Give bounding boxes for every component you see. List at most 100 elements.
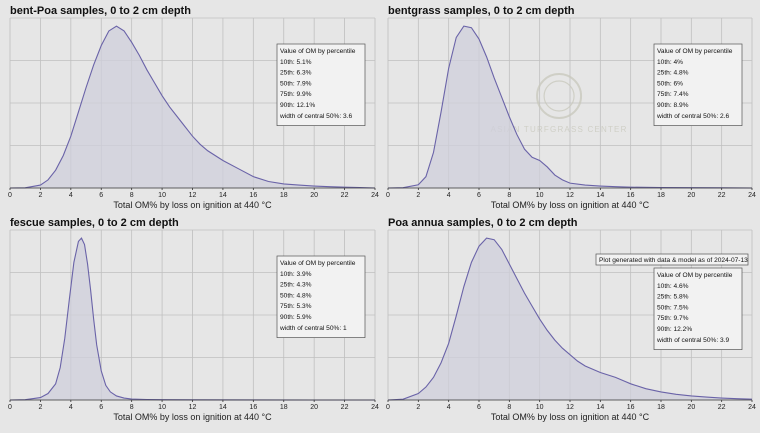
x-axis-label: Total OM% by loss on ignition at 440 °C [113, 412, 272, 422]
x-tick-label: 24 [371, 192, 379, 199]
legend-item: width of central 50%: 1 [279, 325, 347, 332]
x-tick-label: 18 [657, 404, 665, 411]
x-tick-label: 18 [657, 192, 665, 199]
density-line [9, 237, 375, 401]
legend-item: 75th: 9.9% [280, 91, 312, 98]
x-tick-label: 4 [69, 404, 73, 411]
x-tick-label: 22 [718, 192, 726, 199]
density-area [388, 238, 752, 400]
legend-title: Value of OM by percentile [280, 48, 356, 55]
density-area [10, 238, 375, 400]
legend-item: 25th: 6.3% [280, 70, 312, 77]
legend-item: 50th: 7.5% [657, 304, 689, 311]
watermark-text: ASIAN TURFGRASS CENTER [491, 125, 628, 134]
x-tick-label: 14 [596, 192, 604, 199]
x-tick-label: 2 [38, 404, 42, 411]
x-tick-label: 12 [189, 192, 197, 199]
x-tick-label: 12 [189, 404, 197, 411]
x-tick-label: 10 [536, 192, 544, 199]
legend-title: Value of OM by percentile [657, 272, 733, 279]
legend-item: 10th: 5.1% [280, 59, 312, 66]
note-text: Plot generated with data & model as of 2… [599, 257, 748, 264]
legend-item: 75th: 5.3% [280, 303, 312, 310]
x-tick-label: 22 [718, 404, 726, 411]
x-tick-label: 20 [687, 192, 695, 199]
x-tick-label: 8 [130, 404, 134, 411]
x-tick-label: 2 [38, 192, 42, 199]
watermark: ASIAN TURFGRASS CENTER [491, 73, 628, 134]
x-axis-label: Total OM% by loss on ignition at 440 °C [113, 200, 272, 210]
x-tick-label: 18 [280, 404, 288, 411]
x-tick-label: 6 [99, 404, 103, 411]
legend-item: width of central 50%: 3.6 [279, 113, 353, 120]
legend-item: 75th: 9.7% [657, 315, 689, 322]
x-tick-label: 6 [477, 192, 481, 199]
x-tick-label: 10 [158, 192, 166, 199]
legend-item: width of central 50%: 3.9 [656, 337, 730, 344]
x-tick-label: 22 [341, 192, 349, 199]
x-tick-label: 8 [507, 404, 511, 411]
x-tick-label: 18 [280, 192, 288, 199]
legend: Value of OM by percentile 10th: 3.9% 25th:… [276, 255, 366, 338]
legend-item: 25th: 4.3% [280, 282, 312, 289]
legend-item: 10th: 3.9% [280, 271, 312, 278]
x-tick-label: 24 [748, 404, 756, 411]
density-line [387, 237, 753, 401]
x-tick-label: 0 [8, 404, 12, 411]
legend-item: 50th: 6% [657, 80, 683, 87]
chart-title: Poa annua samples, 0 to 2 cm depth [388, 217, 578, 229]
x-tick-label: 4 [447, 192, 451, 199]
legend: Value of OM by percentile 10th: 4.6% 25th:… [653, 267, 743, 350]
x-axis-label: Total OM% by loss on ignition at 440 °C [491, 412, 650, 422]
legend-item: 50th: 7.9% [280, 80, 312, 87]
x-tick-label: 8 [507, 192, 511, 199]
legend-title: Value of OM by percentile [657, 48, 733, 55]
x-tick-label: 14 [219, 404, 227, 411]
legend-item: 90th: 5.9% [280, 314, 312, 321]
legend-box [276, 255, 366, 338]
x-tick-label: 10 [158, 404, 166, 411]
x-tick-label: 6 [477, 404, 481, 411]
x-tick-label: 14 [596, 404, 604, 411]
x-tick-label: 2 [416, 404, 420, 411]
x-tick-label: 12 [566, 192, 574, 199]
x-tick-label: 24 [748, 192, 756, 199]
x-tick-label: 22 [341, 404, 349, 411]
legend-item: 10th: 4.6% [657, 283, 689, 290]
legend-item: width of central 50%: 2.6 [656, 113, 730, 120]
x-tick-label: 20 [310, 192, 318, 199]
legend-item: 10th: 4% [657, 59, 683, 66]
x-tick-label: 2 [416, 192, 420, 199]
x-tick-label: 20 [687, 404, 695, 411]
x-tick-label: 20 [310, 404, 318, 411]
x-tick-label: 24 [371, 404, 379, 411]
legend-item: 90th: 8.9% [657, 102, 689, 109]
legend-box [653, 267, 743, 350]
legend-item: 90th: 12.1% [280, 102, 315, 109]
x-tick-label: 10 [536, 404, 544, 411]
legend-item: 90th: 12.2% [657, 326, 692, 333]
legend-item: 25th: 4.8% [657, 70, 689, 77]
density-area [10, 26, 375, 188]
x-tick-label: 16 [249, 192, 257, 199]
legend-item: 50th: 4.8% [280, 292, 312, 299]
note-box [595, 253, 749, 266]
x-tick-label: 0 [8, 192, 12, 199]
x-tick-label: 4 [69, 192, 73, 199]
legend: Value of OM by percentile 10th: 4% 25th: 4… [653, 43, 743, 126]
x-tick-label: 14 [219, 192, 227, 199]
legend-title: Value of OM by percentile [280, 260, 356, 267]
legend-box [653, 43, 743, 126]
x-tick-label: 0 [386, 192, 390, 199]
legend-item: 25th: 5.8% [657, 294, 689, 301]
legend-item: 75th: 7.4% [657, 91, 689, 98]
x-axis-label: Total OM% by loss on ignition at 440 °C [491, 200, 650, 210]
x-tick-label: 6 [99, 192, 103, 199]
density-area [388, 26, 752, 188]
density-line [387, 25, 753, 189]
